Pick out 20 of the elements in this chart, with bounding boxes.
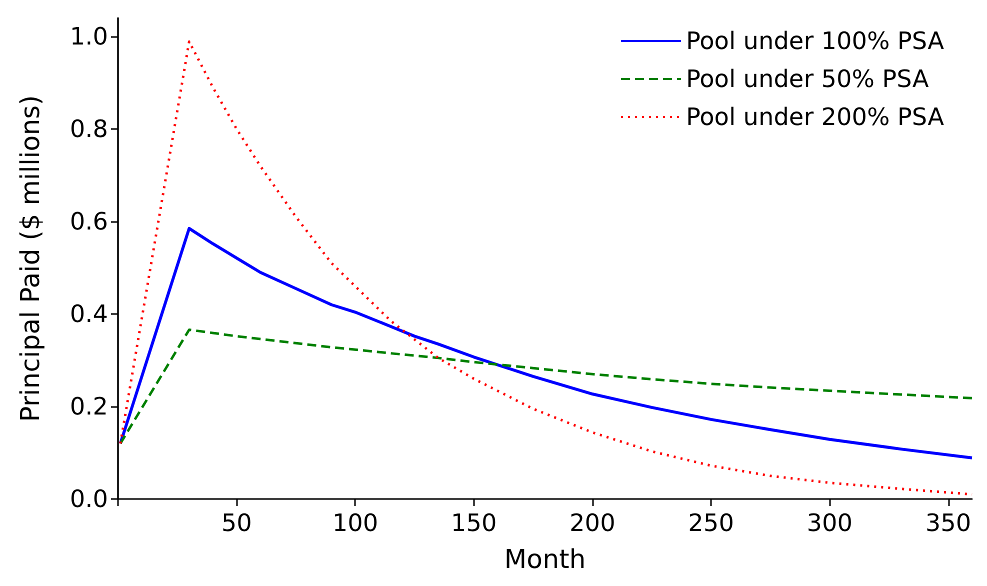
line-series — [119, 328, 974, 445]
y-axis-title: Principal Paid ($ millions) — [16, 95, 46, 422]
x-axis-title: Month — [504, 545, 586, 575]
x-tick-label: 250 — [688, 509, 734, 537]
y-tick-label: 0.2 — [70, 392, 108, 420]
legend-label: Pool under 200% PSA — [686, 103, 945, 131]
y-tick-label: 0.8 — [70, 115, 108, 143]
y-tick-label: 1.0 — [70, 22, 108, 50]
x-tick-label: 200 — [570, 509, 616, 537]
line-series — [118, 226, 974, 460]
x-tick-label: 100 — [332, 509, 378, 537]
y-tick-label: 0.6 — [70, 208, 108, 236]
y-tick-label: 0.4 — [70, 300, 108, 328]
x-tick-label: 50 — [221, 509, 252, 537]
legend-label: Pool under 100% PSA — [686, 27, 945, 55]
x-tick-label: 150 — [450, 509, 497, 537]
x-tick-label: 300 — [806, 509, 853, 537]
x-tick-label: 350 — [925, 509, 972, 537]
legend-label: Pool under 50% PSA — [686, 65, 930, 93]
y-tick-label: 0.0 — [70, 485, 108, 513]
